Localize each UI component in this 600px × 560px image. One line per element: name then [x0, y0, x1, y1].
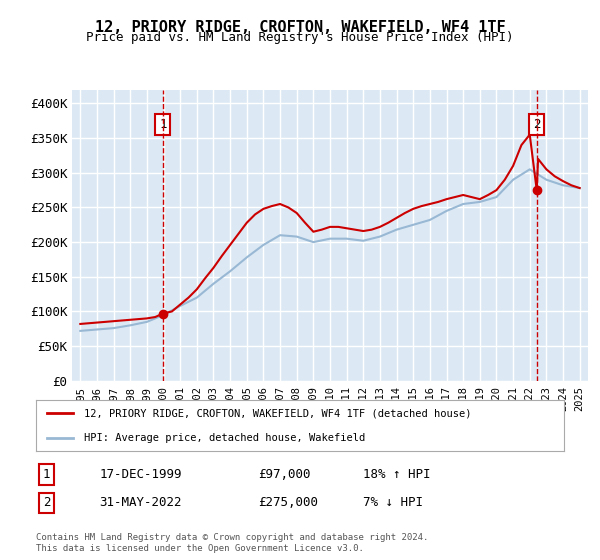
Text: 17-DEC-1999: 17-DEC-1999 [100, 468, 182, 481]
Text: HPI: Average price, detached house, Wakefield: HPI: Average price, detached house, Wake… [83, 433, 365, 443]
Text: 1: 1 [43, 468, 50, 481]
Text: 2: 2 [533, 118, 541, 131]
Text: 31-MAY-2022: 31-MAY-2022 [100, 496, 182, 509]
Text: Contains HM Land Registry data © Crown copyright and database right 2024.
This d: Contains HM Land Registry data © Crown c… [36, 533, 428, 553]
Text: Price paid vs. HM Land Registry's House Price Index (HPI): Price paid vs. HM Land Registry's House … [86, 31, 514, 44]
Text: 12, PRIORY RIDGE, CROFTON, WAKEFIELD, WF4 1TF: 12, PRIORY RIDGE, CROFTON, WAKEFIELD, WF… [95, 20, 505, 35]
Text: 1: 1 [159, 118, 167, 131]
Text: 2: 2 [43, 496, 50, 509]
Text: 7% ↓ HPI: 7% ↓ HPI [364, 496, 424, 509]
Text: £275,000: £275,000 [258, 496, 318, 509]
Text: 18% ↑ HPI: 18% ↑ HPI [364, 468, 431, 481]
Text: 12, PRIORY RIDGE, CROFTON, WAKEFIELD, WF4 1TF (detached house): 12, PRIORY RIDGE, CROFTON, WAKEFIELD, WF… [83, 408, 471, 418]
Text: £97,000: £97,000 [258, 468, 310, 481]
